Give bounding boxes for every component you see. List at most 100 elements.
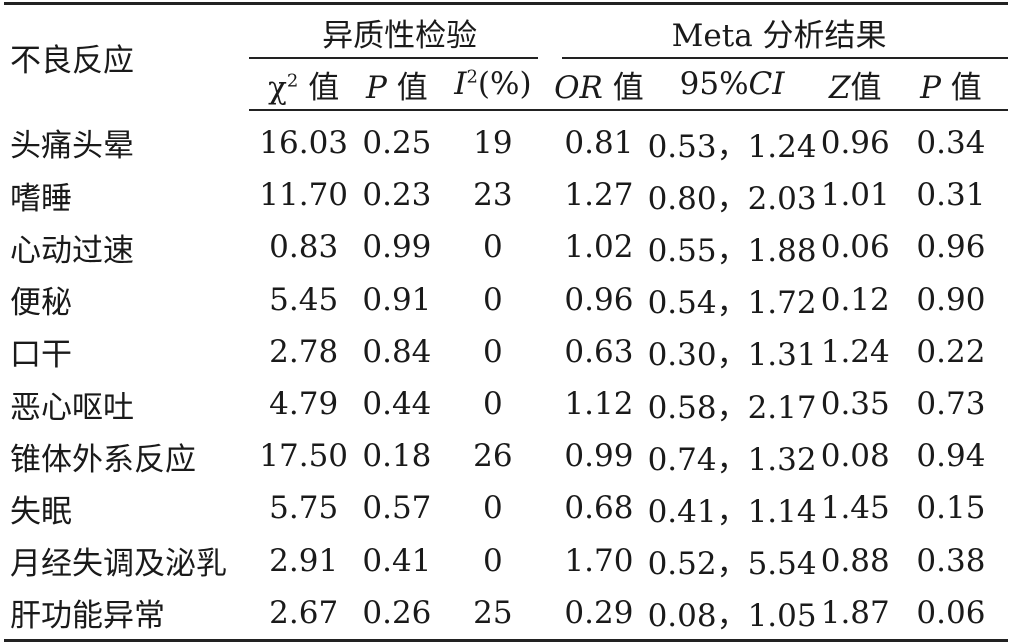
table-row: 心动过速 0.83 0.99 0 1.02 0.55，1.88 0.06 0.96 xyxy=(4,221,1008,273)
cell-p2: 0.22 xyxy=(916,333,986,370)
header-row-groups: 不良反应 异质性检验 Meta 分析结果 xyxy=(4,3,1008,79)
cell-or: 0.99 xyxy=(564,438,634,475)
cell-ci: 0.55，1.88 xyxy=(647,232,817,269)
col-ci-header: 95%CI xyxy=(647,59,817,111)
cell-or: 0.68 xyxy=(564,490,634,527)
cell-p2: 0.96 xyxy=(916,229,986,266)
cell-chi2: 0.83 xyxy=(269,229,339,266)
col-i2-header: I2(%) xyxy=(435,59,551,111)
row-label-cell: 锥体外系反应 xyxy=(10,441,196,478)
cell-p: 0.41 xyxy=(362,542,432,579)
cell-ci: 0.41，1.14 xyxy=(647,493,817,530)
adverse-reaction-table: 不良反应 异质性检验 Meta 分析结果 χ2 值 P 值 I2(%) OR 值… xyxy=(4,2,1008,642)
cell-chi2: 11.70 xyxy=(259,177,349,214)
cell-i2: 0 xyxy=(483,281,503,318)
cell-p: 0.99 xyxy=(362,229,432,266)
cell-ci: 0.08，1.05 xyxy=(647,598,817,635)
cell-i2: 23 xyxy=(473,177,513,214)
row-label-cell: 口干 xyxy=(10,337,72,374)
cell-z: 0.06 xyxy=(820,229,890,266)
row-label-header: 不良反应 xyxy=(10,43,134,79)
col-p2-header: P 值 xyxy=(893,59,1008,111)
cell-or: 1.70 xyxy=(564,542,634,579)
row-label-cell: 恶心呕吐 xyxy=(10,389,134,426)
table-row: 锥体外系反应 17.50 0.18 26 0.99 0.74，1.32 0.08 0.94 xyxy=(4,430,1008,482)
cell-chi2: 5.45 xyxy=(269,281,339,318)
cell-i2: 0 xyxy=(483,386,503,423)
table-row: 嗜睡 11.70 0.23 23 1.27 0.80，2.03 1.01 0.31 xyxy=(4,169,1008,221)
cell-z: 1.87 xyxy=(820,594,890,631)
col-chi2-header: χ2 值 xyxy=(249,59,359,111)
cell-p2: 0.90 xyxy=(916,281,986,318)
cell-z: 0.96 xyxy=(820,125,890,162)
cell-i2: 0 xyxy=(483,542,503,579)
header-row-columns: χ2 值 P 值 I2(%) OR 值 95%CI Z值 P 值 xyxy=(4,59,1008,111)
cell-or: 1.12 xyxy=(564,386,634,423)
cell-i2: 0 xyxy=(483,490,503,527)
row-label-cell: 肝功能异常 xyxy=(10,598,165,635)
cell-ci: 0.80，2.03 xyxy=(647,180,817,217)
cell-p2: 0.73 xyxy=(916,386,986,423)
cell-z: 0.08 xyxy=(820,438,890,475)
table-row: 头痛头晕 16.03 0.25 19 0.81 0.53，1.24 0.96 0.34 xyxy=(4,110,1008,169)
cell-p2: 0.38 xyxy=(916,542,986,579)
cell-p2: 0.34 xyxy=(916,125,986,162)
cell-p2: 0.31 xyxy=(916,177,986,214)
cell-chi2: 2.67 xyxy=(269,594,339,631)
cell-z: 0.88 xyxy=(820,542,890,579)
cell-p: 0.25 xyxy=(362,125,432,162)
row-label-cell: 心动过速 xyxy=(10,232,134,269)
cell-p: 0.57 xyxy=(362,490,432,527)
row-label-cell: 头痛头晕 xyxy=(10,128,134,165)
cell-i2: 19 xyxy=(473,125,513,162)
heterogeneity-group-header: 异质性检验 xyxy=(249,4,550,59)
meta-group-label: Meta 分析结果 xyxy=(671,17,887,54)
cell-i2: 25 xyxy=(473,594,513,631)
heterogeneity-group-rule xyxy=(249,57,539,59)
cell-z: 1.01 xyxy=(820,177,890,214)
cell-chi2: 16.03 xyxy=(259,125,349,162)
cell-chi2: 2.91 xyxy=(269,542,339,579)
cell-p: 0.44 xyxy=(362,386,432,423)
cell-or: 0.29 xyxy=(564,594,634,631)
cell-z: 1.24 xyxy=(820,333,890,370)
cell-p2: 0.06 xyxy=(916,594,986,631)
table-row: 失眠 5.75 0.57 0 0.68 0.41，1.14 1.45 0.15 xyxy=(4,482,1008,534)
cell-chi2: 5.75 xyxy=(269,490,339,527)
cell-p: 0.23 xyxy=(362,177,432,214)
cell-chi2: 17.50 xyxy=(259,438,349,475)
table-row: 口干 2.78 0.84 0 0.63 0.30，1.31 1.24 0.22 xyxy=(4,326,1008,378)
row-label-cell: 失眠 xyxy=(10,493,72,530)
cell-i2: 0 xyxy=(483,229,503,266)
cell-ci: 0.54，1.72 xyxy=(647,285,817,322)
cell-chi2: 2.78 xyxy=(269,333,339,370)
cell-or: 0.96 xyxy=(564,281,634,318)
cell-chi2: 4.79 xyxy=(269,386,339,423)
cell-or: 1.02 xyxy=(564,229,634,266)
col-p-header: P 值 xyxy=(358,59,436,111)
table-row: 月经失调及泌乳 2.91 0.41 0 1.70 0.52，5.54 0.88 0.38 xyxy=(4,535,1008,587)
cell-z: 0.12 xyxy=(820,281,890,318)
cell-or: 0.81 xyxy=(564,125,634,162)
cell-p2: 0.94 xyxy=(916,438,986,475)
col-or-header: OR 值 xyxy=(550,59,648,111)
row-label-cell: 便秘 xyxy=(10,285,72,322)
cell-p: 0.26 xyxy=(362,594,432,631)
table-row: 便秘 5.45 0.91 0 0.96 0.54，1.72 0.12 0.90 xyxy=(4,274,1008,326)
table-row: 肝功能异常 2.67 0.26 25 0.29 0.08，1.05 1.87 0.06 xyxy=(4,587,1008,641)
meta-group-rule xyxy=(562,57,1008,59)
cell-z: 0.35 xyxy=(820,386,890,423)
cell-z: 1.45 xyxy=(820,490,890,527)
cell-ci: 0.74，1.32 xyxy=(647,441,817,478)
row-label-cell: 月经失调及泌乳 xyxy=(10,546,227,583)
cell-p: 0.84 xyxy=(362,333,432,370)
heterogeneity-group-label: 异质性检验 xyxy=(322,17,478,54)
meta-group-header: Meta 分析结果 xyxy=(550,4,1008,59)
cell-p: 0.18 xyxy=(362,438,432,475)
cell-ci: 0.52，5.54 xyxy=(647,546,817,583)
cell-or: 0.63 xyxy=(564,333,634,370)
cell-ci: 0.53，1.24 xyxy=(647,128,817,165)
table-row: 恶心呕吐 4.79 0.44 0 1.12 0.58，2.17 0.35 0.73 xyxy=(4,378,1008,430)
cell-p: 0.91 xyxy=(362,281,432,318)
